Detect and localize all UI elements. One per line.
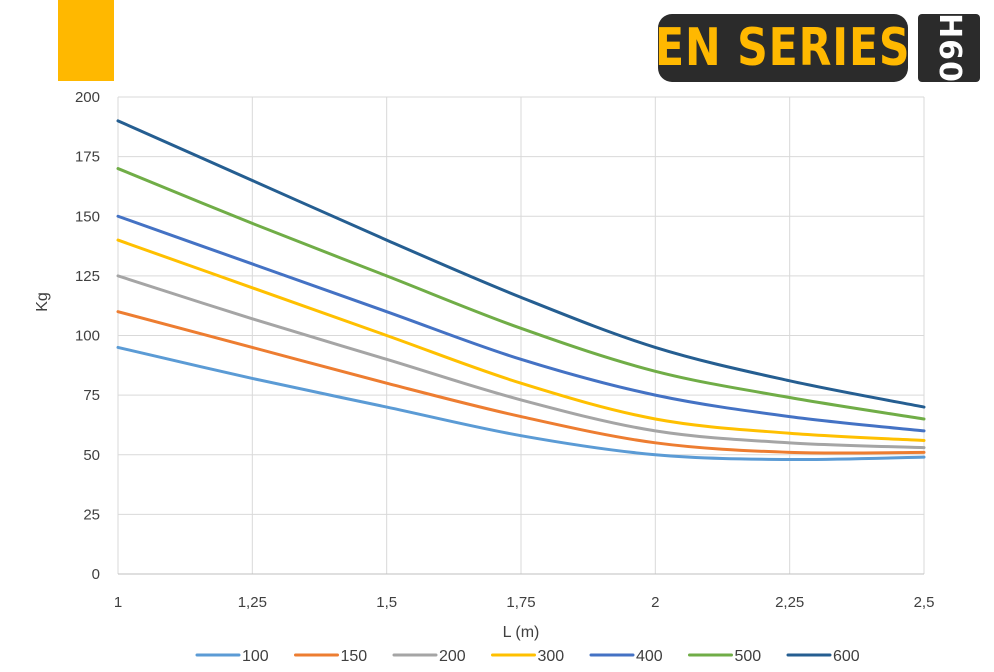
accent-block: [58, 0, 114, 81]
y-tick-label: 75: [83, 387, 100, 404]
x-tick-label: 1,75: [506, 594, 535, 611]
y-tick-label: 0: [92, 566, 100, 583]
series-line-600: [116, 119, 926, 409]
y-tick-label: 200: [75, 89, 100, 106]
series-line-400: [116, 214, 926, 433]
series-line-150: [116, 310, 926, 455]
y-tick-label: 125: [75, 268, 100, 285]
series-layer: [116, 119, 926, 462]
y-tick-label: 25: [83, 506, 100, 523]
x-axis-title: L (m): [503, 624, 540, 641]
legend-label-300: 300: [538, 648, 565, 665]
y-tick-label: 150: [75, 208, 100, 225]
axis-layer: 0 25 50 75 100 125 150 175 200 1 1,25 1,5 1,75 2 2,25 2…: [75, 89, 934, 611]
legend-label-100: 100: [242, 648, 269, 665]
brand-title: EN SERIES: [655, 18, 911, 78]
series-line-100: [116, 345, 926, 462]
brand-badge: EN SERIES: [655, 14, 911, 82]
y-tick-label: 175: [75, 149, 100, 166]
x-tick-label: 1: [114, 594, 122, 611]
y-tick-label: 50: [83, 447, 100, 464]
legend-label-200: 200: [439, 648, 466, 665]
legend: 100 150 200 300 400 500 600: [195, 648, 860, 665]
x-tick-label: 1,5: [376, 594, 397, 611]
x-tick-label: 1,25: [238, 594, 267, 611]
series-line-300: [116, 238, 926, 442]
y-tick-label: 100: [75, 328, 100, 345]
legend-label-150: 150: [341, 648, 368, 665]
legend-label-500: 500: [735, 648, 762, 665]
series-line-200: [116, 274, 926, 450]
y-axis-title: Kg: [34, 292, 51, 312]
x-tick-label: 2: [651, 594, 659, 611]
legend-label-600: 600: [833, 648, 860, 665]
grid-layer: [117, 96, 925, 575]
model-badge: H60: [918, 13, 980, 83]
series-line-500: [116, 167, 926, 421]
legend-label-400: 400: [636, 648, 663, 665]
x-tick-label: 2,5: [914, 594, 935, 611]
x-tick-label: 2,25: [775, 594, 804, 611]
